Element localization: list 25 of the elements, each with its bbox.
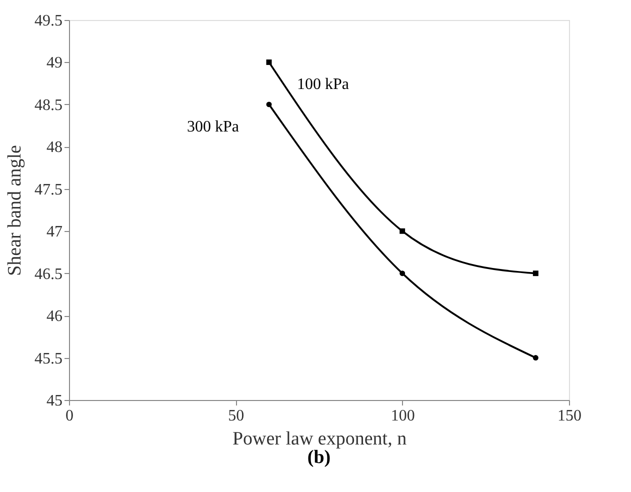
y-tick-label: 45: [46, 392, 62, 410]
point: [532, 355, 538, 361]
point: [266, 102, 272, 108]
y-tick-label: 46.5: [34, 266, 62, 283]
y-tick-label: 49.5: [34, 12, 62, 30]
y-tick-label: 47: [46, 224, 62, 241]
point: [266, 59, 272, 65]
x-tick-label: 0: [66, 408, 74, 424]
series-label: 300 kPa: [187, 118, 239, 136]
y-tick-label: 46: [46, 308, 62, 326]
point: [400, 270, 406, 276]
x-tick-label: 100: [390, 408, 415, 424]
x-tick-label: 50: [228, 408, 244, 424]
text: (b): [307, 447, 331, 468]
point: [400, 228, 406, 234]
y-tick-label: 45.5: [34, 350, 62, 368]
y-tick-label: 48: [46, 139, 62, 156]
y-tick-label: 49: [46, 54, 62, 72]
y-tick-label: 47.5: [34, 181, 62, 198]
y-tick-label: 48.5: [34, 96, 62, 114]
series-label: 100 kPa: [297, 76, 349, 94]
x-axis-title: Power law exponent, n: [232, 428, 408, 450]
y-axis-title: Shear band angle: [4, 145, 26, 276]
point: [532, 270, 538, 276]
x-tick-label: 150: [558, 408, 582, 424]
